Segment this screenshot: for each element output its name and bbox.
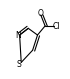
Text: O: O: [37, 9, 43, 18]
Text: S: S: [17, 60, 21, 69]
Text: Cl: Cl: [52, 22, 60, 31]
Text: N: N: [16, 31, 21, 40]
